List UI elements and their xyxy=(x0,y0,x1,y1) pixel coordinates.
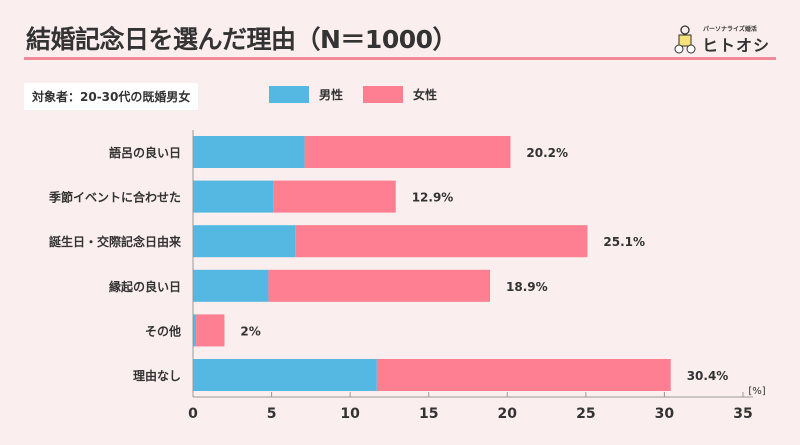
total-label: 2% xyxy=(240,324,260,338)
category-label: 語呂の良い日 xyxy=(109,145,181,160)
legend-label: 男性 xyxy=(319,88,344,102)
logo-tagline: パーソナライズ婚活 xyxy=(703,26,757,33)
bar-female xyxy=(295,225,588,258)
category-label: 季節イベントに合わせた xyxy=(48,190,181,205)
title-divider xyxy=(24,57,776,60)
logo-figure-icon xyxy=(674,25,696,54)
x-tick-label: 20 xyxy=(498,406,518,422)
total-label: 30.4% xyxy=(687,369,729,383)
x-tick-label: 35 xyxy=(733,406,752,422)
legend-male: 男性 xyxy=(269,86,343,103)
bar-male xyxy=(193,136,305,168)
logo: パーソナライズ婚活 ヒトオシ xyxy=(668,24,778,55)
total-label: 12.9% xyxy=(412,191,454,205)
x-tick-label: 30 xyxy=(655,406,675,422)
bar-female xyxy=(376,359,671,391)
category-label: 縁起の良い日 xyxy=(109,279,181,294)
x-tick-label: 25 xyxy=(576,406,595,422)
bar-female xyxy=(304,136,511,168)
bar-male xyxy=(193,314,197,347)
x-tick-label: 10 xyxy=(340,406,360,422)
x-tick-label: 5 xyxy=(267,406,277,422)
bar-male xyxy=(193,180,274,213)
logo-name: ヒトオシ xyxy=(702,36,771,55)
total-label: 20.2% xyxy=(526,146,568,160)
legend-swatch-female xyxy=(363,86,403,103)
total-label: 18.9% xyxy=(506,280,548,294)
x-tick-label: 15 xyxy=(419,406,438,422)
x-tick-label: 0 xyxy=(188,406,198,422)
category-label: その他 xyxy=(145,323,181,338)
bar-female xyxy=(273,180,396,213)
bar-male xyxy=(193,359,377,391)
x-unit-label: [%] xyxy=(748,386,765,397)
bar-female xyxy=(196,314,225,347)
bar-female xyxy=(268,269,490,302)
category-label: 理由なし xyxy=(133,368,181,383)
legend-label: 女性 xyxy=(413,88,438,102)
legend-female: 女性 xyxy=(363,86,437,103)
category-label: 誕生日・交際記念日由来 xyxy=(49,234,182,249)
bar-male xyxy=(193,225,296,258)
total-label: 25.1% xyxy=(603,235,645,249)
legend-swatch-male xyxy=(269,86,309,103)
page-title: 結婚記念日を選んだ理由（N＝1000） xyxy=(26,25,458,54)
subject-label: 対象者：20-30代の既婚男女 xyxy=(24,83,199,110)
bar-male xyxy=(193,269,269,302)
